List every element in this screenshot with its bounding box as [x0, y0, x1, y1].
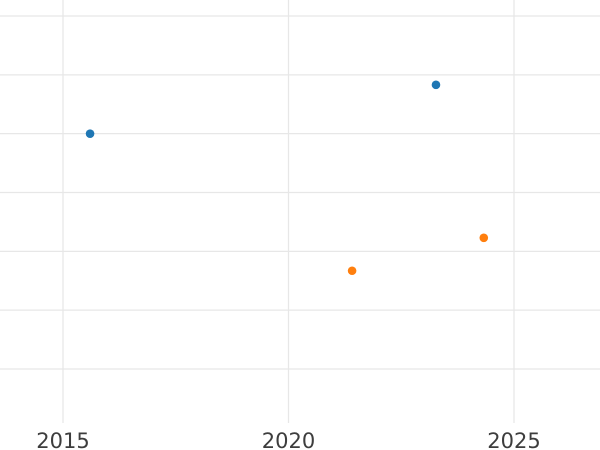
data-point-blue-series: [85, 129, 95, 138]
x-tick-label-2025: 2025: [487, 429, 540, 450]
data-point-orange-series: [347, 266, 357, 276]
data-point-blue-series: [431, 80, 441, 90]
data-point-orange-series: [479, 233, 489, 243]
x-tick-label-2020: 2020: [262, 429, 315, 450]
x-tick-label-2015: 2015: [36, 429, 89, 450]
